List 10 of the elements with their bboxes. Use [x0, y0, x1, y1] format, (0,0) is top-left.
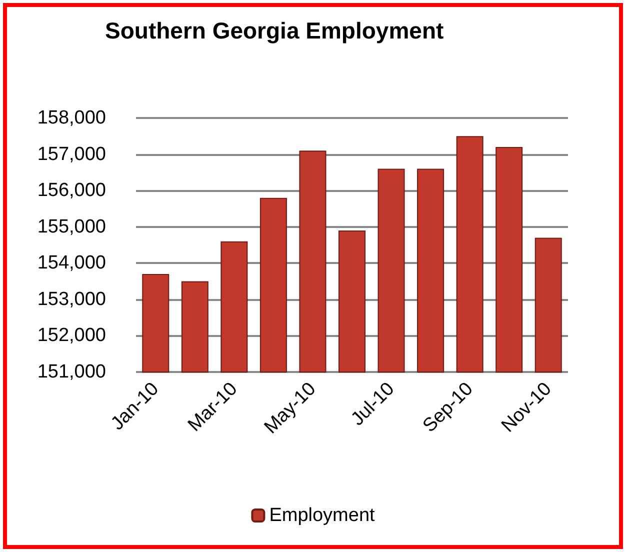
- y-tick-label: 154,000: [37, 252, 106, 274]
- y-tick-label: 152,000: [37, 325, 106, 346]
- y-tick-label: 155,000: [37, 216, 106, 238]
- y-tick-label: 158,000: [37, 108, 106, 128]
- y-tick-label: 156,000: [37, 180, 106, 202]
- y-tick-label: 153,000: [37, 288, 106, 310]
- y-tick-label: 151,000: [37, 362, 106, 382]
- chart-title: Southern Georgia Employment: [105, 18, 444, 44]
- y-tick-label: 157,000: [37, 144, 106, 165]
- legend-label: Employment: [269, 505, 376, 526]
